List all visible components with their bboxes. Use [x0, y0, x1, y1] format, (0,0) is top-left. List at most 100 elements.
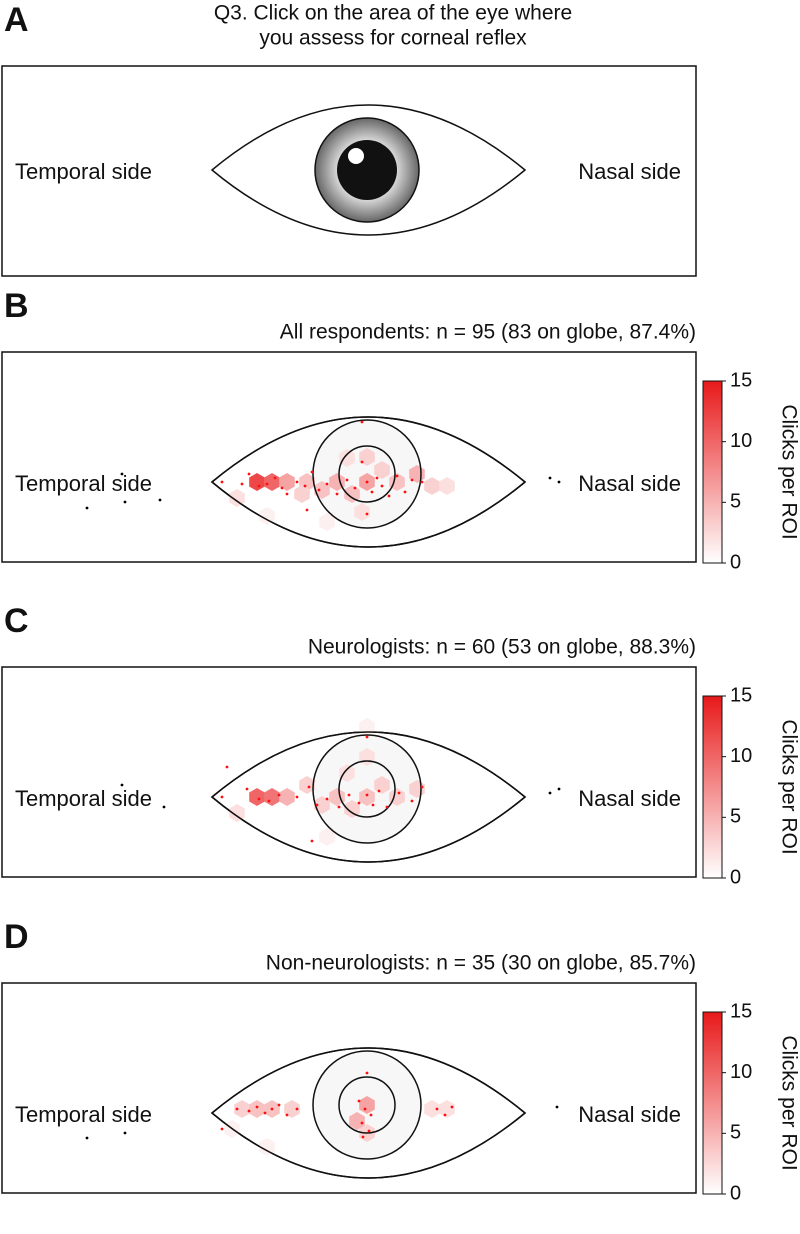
hex-cell — [259, 1138, 275, 1156]
click-on-globe — [303, 484, 307, 488]
click-on-globe — [270, 1107, 274, 1111]
hex-cell — [284, 1100, 300, 1118]
hex-cell — [329, 788, 345, 806]
click-on-globe — [263, 1111, 267, 1115]
click-on-globe — [285, 492, 289, 496]
hex-cell — [389, 473, 405, 491]
hex-cell — [389, 788, 405, 806]
click-on-globe — [235, 1107, 239, 1111]
hex-cell — [229, 489, 245, 507]
globe-inner-ring — [338, 445, 396, 503]
colorbar-tick-label: 5 — [730, 491, 741, 513]
nasal-label: Nasal side — [578, 1102, 681, 1127]
colorbar-tick-label: 15 — [730, 369, 752, 391]
nasal-label: Nasal side — [578, 471, 681, 496]
click-on-globe — [325, 797, 329, 801]
click-on-globe — [295, 480, 299, 484]
hex-cell — [349, 1112, 365, 1130]
click-on-globe — [265, 482, 269, 486]
colorbar — [702, 1011, 723, 1195]
click-on-globe — [410, 478, 414, 482]
click-on-globe — [420, 480, 424, 484]
click-off-globe — [557, 480, 561, 484]
click-on-globe — [247, 1109, 251, 1113]
click-on-globe — [280, 486, 284, 490]
click-on-globe — [365, 512, 369, 516]
click-off-globe — [120, 472, 124, 476]
colorbar-tick-label: 15 — [730, 684, 752, 706]
panel-box — [1, 65, 697, 277]
globe-outer-ring — [312, 734, 422, 844]
eye-outline-top — [210, 1047, 527, 1179]
nasal-label: Nasal side — [578, 786, 681, 811]
click-on-globe — [255, 1105, 259, 1109]
colorbar — [702, 695, 723, 879]
click-on-globe — [395, 474, 399, 478]
panel-letter: B — [4, 287, 29, 325]
click-on-globe — [295, 795, 299, 799]
click-on-globe — [360, 460, 364, 464]
panel-box — [1, 666, 697, 878]
click-on-globe — [371, 803, 375, 807]
hex-cell — [234, 1100, 250, 1118]
click-on-globe — [361, 1135, 365, 1139]
click-on-globe — [267, 799, 271, 803]
hex-cell — [279, 473, 295, 491]
click-off-globe — [555, 1105, 559, 1109]
click-on-globe — [357, 801, 361, 805]
click-on-globe — [305, 508, 309, 512]
temporal-label: Temporal side — [15, 471, 152, 496]
click-on-globe — [225, 765, 229, 769]
click-on-globe — [325, 482, 329, 486]
colorbar-tick-label: 10 — [730, 430, 752, 452]
click-off-globe — [120, 783, 124, 787]
click-on-globe — [365, 1071, 369, 1075]
hex-cell — [374, 776, 390, 794]
hex-cell — [314, 481, 330, 499]
click-off-globe — [162, 805, 166, 809]
panel-title: All respondents: n = 95 (83 on globe, 87… — [280, 321, 696, 344]
hex-cell — [424, 477, 440, 495]
click-on-globe — [295, 1107, 299, 1111]
click-on-globe — [277, 1103, 281, 1107]
click-on-globe — [410, 799, 414, 803]
colorbar-tick-label: 0 — [730, 551, 741, 573]
panel-letter: A — [4, 1, 29, 39]
click-on-globe — [450, 1105, 454, 1109]
click-on-globe — [377, 789, 381, 793]
click-on-globe — [363, 1107, 367, 1111]
click-off-globe — [85, 506, 89, 510]
colorbar-tick-label: 5 — [730, 806, 741, 828]
click-on-globe — [307, 785, 311, 789]
panel-box — [1, 351, 697, 563]
click-on-globe — [360, 1121, 364, 1125]
hex-cell — [439, 1100, 455, 1118]
temporal-label: Temporal side — [15, 1102, 152, 1127]
click-on-globe — [317, 488, 321, 492]
panel-letter: C — [4, 602, 29, 640]
click-on-globe — [310, 839, 314, 843]
panel-title: Neurologists: n = 60 (53 on globe, 88.3%… — [308, 636, 696, 659]
hex-cell — [359, 788, 375, 806]
click-on-globe — [220, 1127, 224, 1131]
colorbar-tick-label: 10 — [730, 745, 752, 767]
hex-cell — [319, 828, 335, 846]
click-on-globe — [335, 492, 339, 496]
colorbar-label: Clicks per ROI — [777, 404, 800, 539]
temporal-label: Temporal side — [15, 786, 152, 811]
click-on-globe — [245, 787, 249, 791]
hex-cell — [249, 1100, 265, 1118]
pupil — [337, 140, 397, 200]
colorbar-tick-label: 0 — [730, 1182, 741, 1204]
hex-cell — [439, 477, 455, 495]
click-on-globe — [357, 1099, 361, 1103]
click-on-globe — [337, 805, 341, 809]
globe-outer-ring — [312, 1050, 422, 1160]
colorbar-label: Clicks per ROI — [777, 1035, 800, 1170]
click-on-globe — [347, 793, 351, 797]
click-on-globe — [387, 494, 391, 498]
hex-cell — [294, 485, 310, 503]
globe-inner-ring — [338, 1076, 396, 1134]
